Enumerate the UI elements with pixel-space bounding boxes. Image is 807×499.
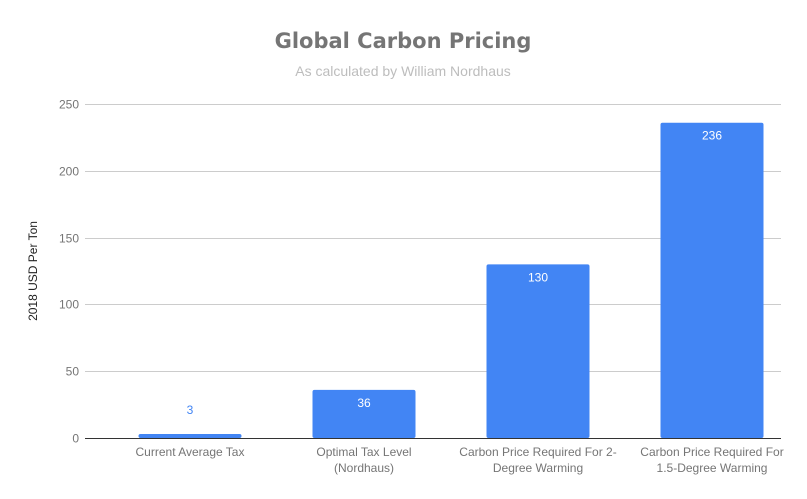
- y-tick-label: 0: [72, 432, 79, 446]
- x-category-label: Current Average Tax: [136, 445, 245, 459]
- y-tick-label: 250: [59, 98, 79, 112]
- y-axis-label: 2018 USD Per Ton: [26, 221, 40, 321]
- bar: [138, 433, 242, 438]
- bar: [660, 122, 764, 438]
- data-label: 236: [702, 129, 722, 143]
- x-category-label: Degree Warming: [493, 461, 583, 475]
- x-category-label: (Nordhaus): [334, 461, 394, 475]
- data-label: 130: [528, 270, 548, 284]
- x-category-label: Carbon Price Required For: [640, 445, 783, 459]
- x-axis-categories: Current Average Tax Optimal Tax Level (Nor…: [136, 445, 784, 475]
- chart-subtitle: As calculated by William Nordhaus: [295, 63, 511, 79]
- bar: [312, 389, 416, 438]
- y-tick-label: 100: [59, 298, 79, 312]
- data-label: 3: [187, 403, 194, 417]
- bar: [486, 264, 590, 438]
- y-tick-label: 200: [59, 165, 79, 179]
- bars: [138, 122, 764, 438]
- y-tick-label: 50: [66, 365, 80, 379]
- chart-title: Global Carbon Pricing: [275, 29, 532, 53]
- data-labels: 3 36 130 236: [187, 129, 723, 417]
- y-axis-ticks: 0 50 100 150 200 250: [59, 98, 79, 446]
- x-category-label: Optimal Tax Level: [316, 445, 411, 459]
- x-category-label: Carbon Price Required For 2-: [459, 445, 616, 459]
- y-tick-label: 150: [59, 232, 79, 246]
- x-category-label: 1.5-Degree Warming: [657, 461, 768, 475]
- data-label: 36: [357, 396, 371, 410]
